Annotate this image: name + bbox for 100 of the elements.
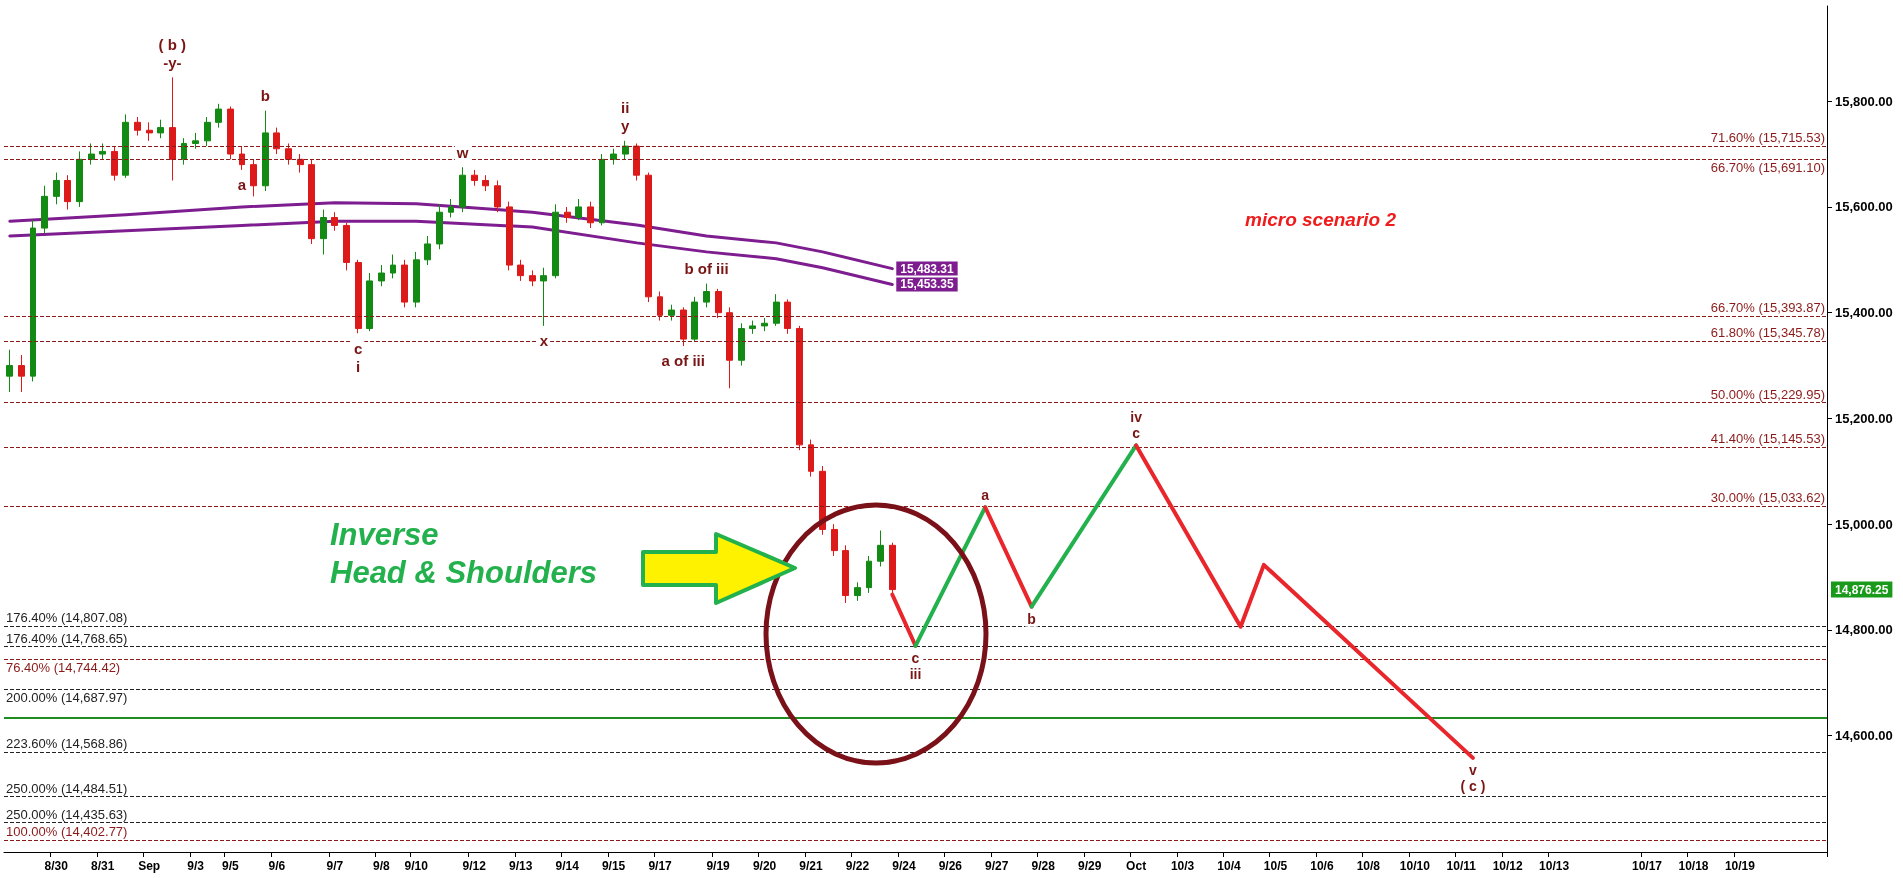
line-series <box>8 219 894 286</box>
x-tick-label: 9/26 <box>938 859 963 873</box>
candlestick <box>239 145 245 171</box>
candlestick <box>88 142 95 166</box>
x-tick-label: 8/30 <box>44 859 69 873</box>
candlestick <box>529 269 536 287</box>
x-tick-label: 10/17 <box>1632 859 1663 873</box>
x-tick-label: 8/31 <box>91 859 115 873</box>
candlestick <box>273 127 280 155</box>
candlestick <box>18 354 25 393</box>
x-tick-label: 10/11 <box>1446 859 1477 873</box>
candlestick <box>599 153 605 226</box>
text: a of iii <box>661 352 705 370</box>
x-tick-label: 9/13 <box>509 859 533 873</box>
candlestick <box>517 259 524 282</box>
y-tick-label: 15,800.00 <box>1835 93 1893 109</box>
candlestick <box>784 298 791 335</box>
x-tick-label: Sep <box>138 859 161 873</box>
ref-line-label: 200.00% (14,687.97) <box>6 690 128 706</box>
x-tick-label: 9/21 <box>799 859 823 873</box>
candlestick <box>471 169 478 187</box>
candlestick <box>378 264 385 287</box>
x-tick-label: 9/8 <box>373 859 391 873</box>
annotation: micro scenario 2 <box>1245 208 1397 230</box>
ref-line-label: 30.00% (15,033.62) <box>1710 490 1825 506</box>
candlestick <box>320 209 327 256</box>
candlestick <box>262 110 269 192</box>
x-tick-label: 9/17 <box>648 859 673 873</box>
ref-line-label: 66.70% (15,393.87) <box>1710 299 1825 315</box>
data-label: a <box>981 487 990 504</box>
candlestick <box>99 142 106 160</box>
x-tick-label: 9/28 <box>1031 859 1056 873</box>
candlestick <box>355 259 362 334</box>
text: 14,876.25 <box>1835 582 1889 597</box>
data-label: c iii <box>909 649 922 682</box>
candlestick <box>448 198 454 218</box>
y-tick-label: 15,000.00 <box>1835 516 1893 532</box>
ref-line-label: 41.40% (15,145.53) <box>1710 431 1825 447</box>
candlestick <box>831 523 838 557</box>
candlestick <box>6 349 13 393</box>
ref-line-label: 250.00% (14,484.51) <box>6 780 128 796</box>
candlestick <box>622 140 629 160</box>
x-tick-label: 9/20 <box>752 859 777 873</box>
candlestick <box>482 174 489 192</box>
text: b of iii <box>684 260 729 278</box>
candlestick <box>854 581 861 602</box>
candlestick <box>134 116 141 137</box>
text: x <box>539 332 549 350</box>
x-tick-label: 10/19 <box>1724 859 1756 873</box>
candlestick <box>715 288 722 319</box>
candlestick <box>796 325 803 451</box>
candlestick <box>181 137 187 166</box>
candlestick <box>564 206 571 224</box>
y-tick-label: 14,800.00 <box>1835 622 1893 638</box>
candlestick <box>122 113 129 179</box>
candlestick <box>331 211 338 232</box>
candlestick <box>506 201 513 271</box>
candlestick <box>76 150 83 208</box>
ref-line-label: 250.00% (14,435.63) <box>6 806 128 822</box>
x-tick-label: 10/3 <box>1170 859 1195 873</box>
candlestick <box>297 153 304 174</box>
x-tick-label: 9/14 <box>555 859 580 873</box>
text: ( b ) -y- <box>158 35 187 71</box>
x-tick-label: 9/6 <box>268 859 286 873</box>
candlestick <box>204 116 211 147</box>
candlestick <box>587 201 594 229</box>
candlestick <box>250 158 257 197</box>
ref-line-label: 176.40% (14,768.65) <box>6 630 128 646</box>
x-tick-label: 10/8 <box>1356 859 1381 873</box>
candlestick <box>668 304 675 322</box>
candlestick <box>413 251 420 308</box>
candlestick <box>552 203 559 279</box>
candlestick <box>691 296 698 343</box>
candlestick <box>390 254 396 279</box>
candlestick <box>866 555 872 594</box>
x-tick-label: 10/5 <box>1263 859 1288 873</box>
candlestick <box>30 219 36 382</box>
text: ii y <box>621 99 630 135</box>
candlestick <box>575 198 582 221</box>
candlestick <box>436 203 443 250</box>
candlestick <box>808 439 814 478</box>
candlestick <box>169 76 176 181</box>
x-tick-label: 9/12 <box>462 859 487 873</box>
ref-line-label: 76.40% (14,744.42) <box>6 660 121 676</box>
candlestick <box>41 185 48 234</box>
x-tick-label: 10/6 <box>1310 859 1334 873</box>
candlestick <box>146 121 153 142</box>
candlestick <box>877 530 884 567</box>
text: b <box>260 87 270 105</box>
candlestick <box>64 174 71 211</box>
candlestick <box>842 544 849 604</box>
candlestick <box>343 222 350 271</box>
data-label: 15,453.35 <box>900 277 954 292</box>
y-tick-label: 15,400.00 <box>1835 305 1893 321</box>
ref-line-label: 50.00% (15,229.95) <box>1710 386 1825 402</box>
candlestick <box>308 158 315 245</box>
x-tick-label: 9/29 <box>1077 859 1102 873</box>
y-tick-label: 15,200.00 <box>1835 410 1893 426</box>
data-label: iv c <box>1130 409 1143 442</box>
candlestick <box>645 172 652 303</box>
